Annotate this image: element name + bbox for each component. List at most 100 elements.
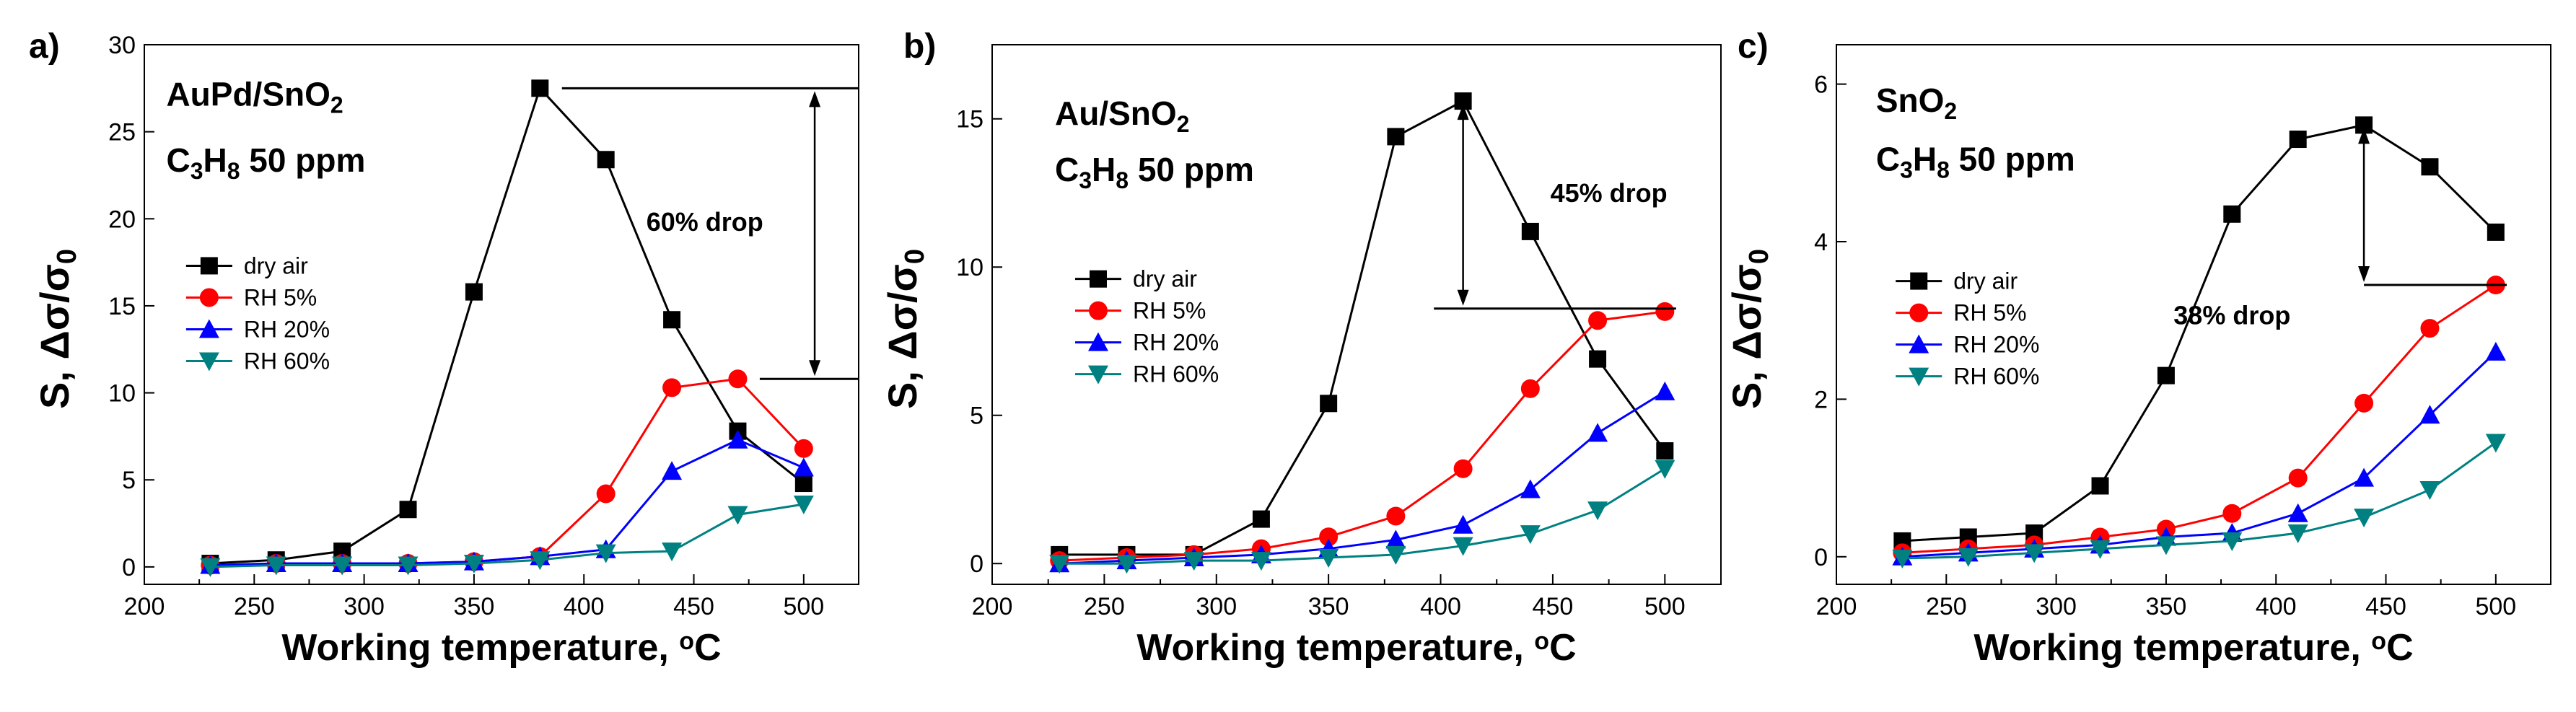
x-tick-label: 500 bbox=[1644, 593, 1686, 620]
data-point bbox=[2157, 366, 2175, 384]
y-axis: 0 2 4 6 bbox=[1814, 71, 1846, 571]
data-point bbox=[2287, 503, 2308, 522]
y-axis-title-subscript: 0 bbox=[52, 249, 82, 264]
y-tick-label: 0 bbox=[1814, 544, 1828, 571]
legend-entry: dry air bbox=[244, 252, 308, 278]
data-point bbox=[793, 496, 814, 515]
series-rh-5- bbox=[1893, 276, 2505, 563]
series-line bbox=[210, 503, 805, 568]
data-point bbox=[793, 457, 814, 477]
data-point bbox=[266, 556, 286, 576]
data-point bbox=[1656, 442, 1674, 460]
series-rh-60- bbox=[1049, 460, 1675, 574]
gas-label-h: H bbox=[1092, 151, 1116, 188]
data-point bbox=[1655, 381, 1675, 400]
x-tick-label: 500 bbox=[2475, 593, 2516, 620]
x-axis-title-text: Working temperature, bbox=[1973, 627, 2371, 669]
data-point bbox=[596, 484, 615, 504]
gas-label-subscript-3: 3 bbox=[190, 158, 203, 184]
drop-arrow-head-up bbox=[809, 91, 821, 107]
panel-label: b) bbox=[903, 27, 936, 66]
material-label: AuPd/SnO2 bbox=[166, 75, 343, 118]
y-tick-label: 15 bbox=[956, 106, 983, 133]
x-axis: 200 250 300 350 400 450 500 bbox=[124, 574, 824, 620]
data-point bbox=[1386, 506, 1406, 526]
material-label: SnO2 bbox=[1876, 82, 1957, 124]
panel-label: c) bbox=[1738, 27, 1769, 66]
legend-marker bbox=[1910, 272, 1928, 290]
series-line bbox=[1902, 284, 2497, 554]
series-rh-60- bbox=[1892, 434, 2506, 568]
series-line bbox=[210, 439, 805, 566]
x-tick-label: 450 bbox=[673, 593, 714, 620]
gas-label-c: C bbox=[1876, 141, 1900, 178]
y-axis-title-text: S, Δσ/σ bbox=[880, 264, 925, 409]
series-dry-air bbox=[1051, 92, 1674, 563]
y-axis: 0 5 10 15 20 25 30 bbox=[108, 32, 154, 581]
series-line bbox=[1059, 100, 1666, 556]
data-point bbox=[794, 475, 812, 493]
material-label-subscript: 2 bbox=[1944, 97, 1957, 123]
data-point bbox=[2223, 205, 2241, 223]
data-point bbox=[2421, 158, 2439, 176]
data-point bbox=[662, 461, 683, 480]
legend-marker bbox=[1909, 367, 1929, 387]
data-point bbox=[2287, 524, 2308, 544]
data-point bbox=[2419, 480, 2440, 500]
legend-entry: RH 5% bbox=[244, 284, 317, 310]
series-line bbox=[1059, 310, 1665, 562]
data-point bbox=[663, 311, 681, 329]
data-point bbox=[1049, 555, 1070, 574]
x-axis-title: Working temperature, oC bbox=[1973, 627, 2413, 669]
data-point bbox=[1655, 460, 1675, 479]
drop-arrow-head-up bbox=[2358, 128, 2370, 144]
material-label-text: Au/SnO bbox=[1055, 95, 1177, 132]
series-line bbox=[1902, 441, 2497, 560]
x-axis-unit-c: C bbox=[1549, 627, 1577, 669]
data-point bbox=[465, 283, 483, 301]
drop-label: 60% drop bbox=[647, 207, 763, 237]
y-axis-title-text: S, Δσ/σ bbox=[32, 264, 77, 409]
drop-arrow-head-up bbox=[1457, 104, 1469, 120]
gas-label: C3H8 50 ppm bbox=[166, 141, 365, 184]
gas-label-concentration: 50 ppm bbox=[1129, 151, 1254, 188]
y-axis-title: S, Δσ/σ0 bbox=[32, 249, 82, 409]
drop-arrow-head-down bbox=[2358, 266, 2370, 283]
legend: dry air RH 5% RH 20% RH 60% bbox=[1896, 268, 2039, 390]
data-point bbox=[200, 558, 221, 577]
series-line bbox=[1902, 351, 2497, 558]
x-axis-title: Working temperature, oC bbox=[281, 627, 721, 669]
legend-entry: RH 20% bbox=[1133, 330, 1219, 356]
material-label-subscript: 2 bbox=[1177, 111, 1190, 137]
legend-marker bbox=[1087, 332, 1108, 351]
data-point bbox=[1520, 479, 1541, 498]
x-tick-label: 350 bbox=[454, 593, 495, 620]
legend: dry air RH 5% RH 20% RH 60% bbox=[185, 252, 330, 374]
gas-label-h: H bbox=[203, 141, 227, 179]
data-point bbox=[2354, 393, 2374, 413]
legend-marker bbox=[1909, 334, 1929, 353]
data-point bbox=[1453, 537, 1473, 556]
x-tick-label: 250 bbox=[1926, 593, 1967, 620]
x-tick-label: 350 bbox=[1308, 593, 1349, 620]
x-tick-label: 200 bbox=[124, 593, 165, 620]
legend-entry: RH 60% bbox=[1953, 364, 2039, 390]
data-point bbox=[2091, 477, 2109, 495]
data-point bbox=[2155, 536, 2176, 555]
data-point bbox=[727, 506, 748, 525]
series-line bbox=[210, 86, 805, 565]
data-point bbox=[1587, 501, 1608, 521]
legend-marker bbox=[200, 257, 218, 275]
data-point bbox=[2289, 131, 2307, 149]
data-point bbox=[2419, 405, 2440, 424]
y-tick-label: 0 bbox=[122, 554, 136, 581]
data-point bbox=[399, 501, 417, 519]
x-axis-title-text: Working temperature, bbox=[281, 627, 679, 669]
data-point bbox=[1453, 514, 1473, 534]
data-point bbox=[1183, 552, 1204, 571]
legend-marker bbox=[1087, 365, 1108, 384]
plot-frame bbox=[1836, 44, 2551, 585]
series-line bbox=[210, 377, 805, 566]
series-line bbox=[1902, 123, 2497, 542]
